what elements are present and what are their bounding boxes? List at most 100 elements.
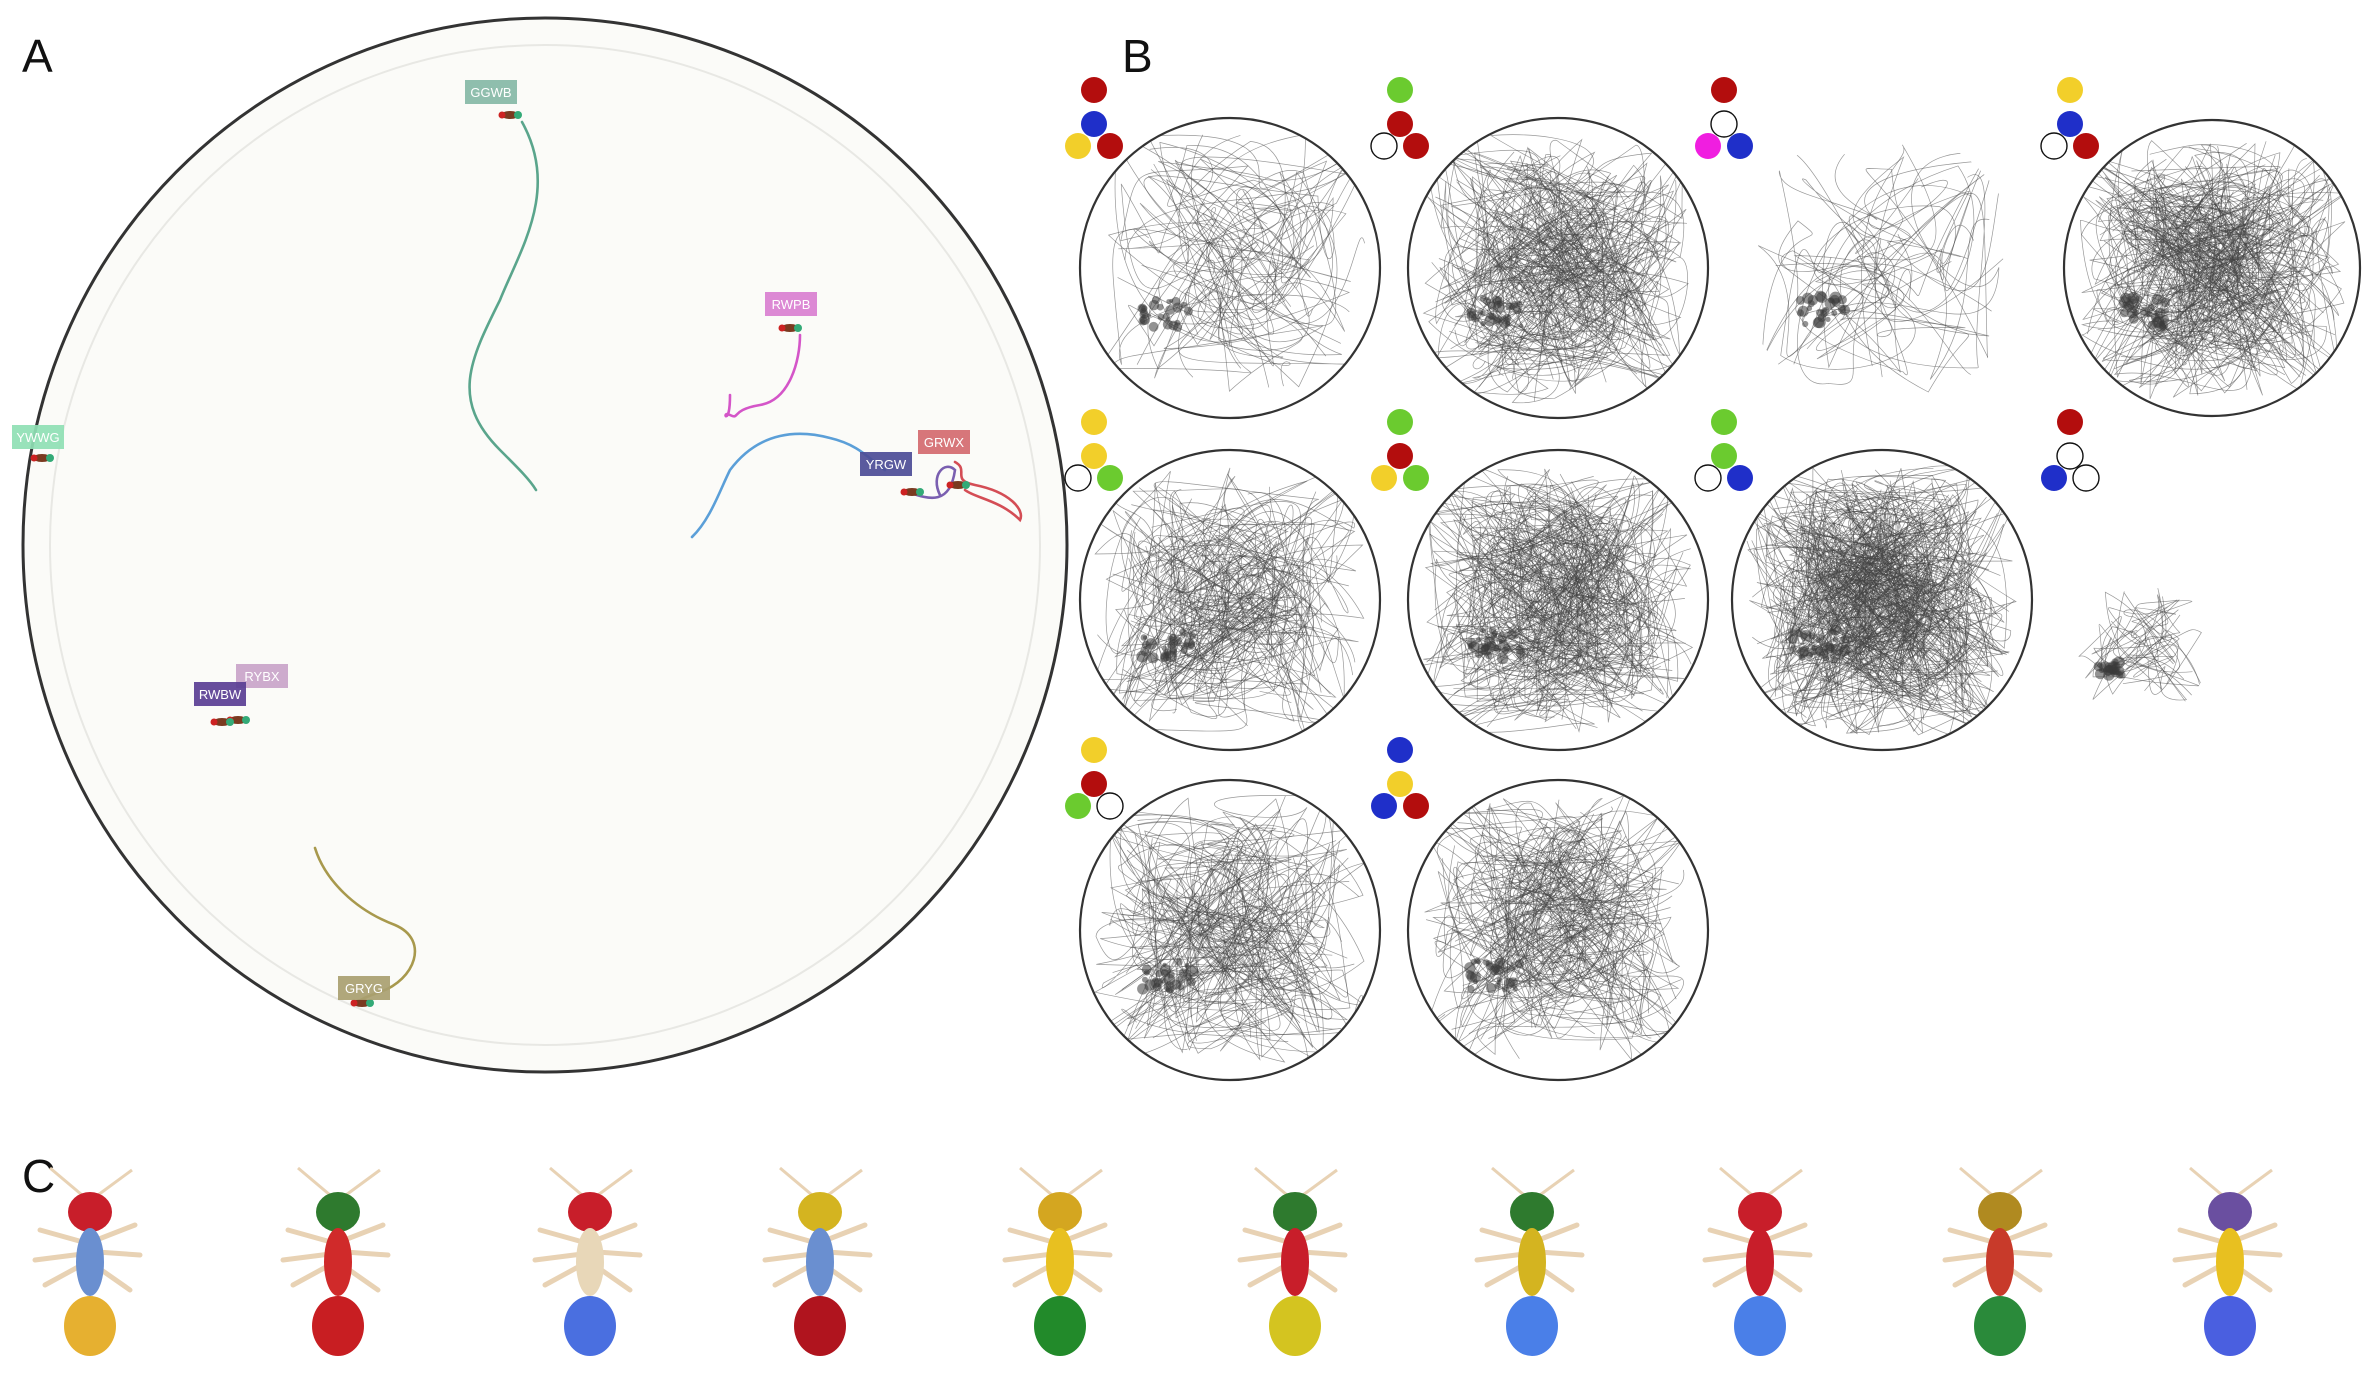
arena-ant: [900, 488, 924, 496]
ant-gaster: [2204, 1296, 2256, 1356]
color-marker: [1064, 464, 1092, 492]
disc-rim: [1078, 116, 1382, 420]
arena-ants: [30, 111, 970, 1007]
ant-gaster: [1506, 1296, 1558, 1356]
arena-tag: YRGW: [860, 452, 912, 476]
color-marker: [2073, 133, 2099, 159]
arena-tracks: [313, 120, 1023, 1004]
track-rwpb: [724, 333, 802, 418]
panel-label-a: A: [22, 30, 53, 82]
arena-ant: [946, 481, 970, 489]
arena-ant: [30, 454, 54, 462]
ant-gaster: [1034, 1296, 1086, 1356]
color-marker: [1096, 792, 1124, 820]
arena-ant: [210, 718, 234, 726]
color-marker: [1387, 737, 1413, 763]
trajectory-panel: [1064, 77, 2362, 1082]
arena-tag-label: GRWX: [924, 435, 965, 450]
arena-tag-label: GRYG: [345, 981, 383, 996]
arena-tag: RWPB: [765, 292, 817, 316]
color-marker: [2057, 77, 2083, 103]
track-yrgw: [906, 465, 957, 499]
ant-crop: [532, 1166, 643, 1356]
arena-tag-label: RYBX: [244, 669, 279, 684]
trajectory-disc: [1406, 778, 1710, 1082]
color-marker: [1370, 132, 1398, 160]
color-marker: [1711, 77, 1737, 103]
color-marker: [1081, 771, 1107, 797]
ant-head: [1978, 1192, 2022, 1232]
track-grwx: [953, 460, 1023, 523]
ant-thorax: [2216, 1228, 2244, 1296]
color-marker: [2057, 111, 2083, 137]
arena-tag: GRWX: [918, 430, 970, 454]
ant-head: [568, 1192, 612, 1232]
color-marker: [1387, 771, 1413, 797]
color-marker: [1387, 77, 1413, 103]
arena-tag-label: RWBW: [199, 687, 242, 702]
ant-thorax: [324, 1228, 352, 1296]
arena-ant: [778, 324, 802, 332]
marker-cluster: [2041, 409, 2100, 492]
marker-cluster: [2040, 77, 2099, 160]
ant-head: [1738, 1192, 1782, 1232]
arena-ant: [498, 111, 522, 119]
panel-label-b: B: [1122, 30, 1153, 82]
arena-tag: GRYG: [338, 976, 390, 1000]
ant-gaster: [312, 1296, 364, 1356]
color-marker: [2056, 442, 2084, 470]
ant-head: [68, 1192, 112, 1232]
trajectory-disc: [1078, 448, 1382, 752]
marker-cluster: [1694, 409, 1753, 492]
ant-head: [1273, 1192, 1317, 1232]
ant-gaster: [564, 1296, 616, 1356]
arena-tag-label: YRGW: [866, 457, 907, 472]
marker-cluster: [1065, 737, 1124, 820]
color-marker: [1403, 793, 1429, 819]
disc-rim: [1406, 778, 1710, 1082]
color-marker: [1081, 443, 1107, 469]
color-marker: [1403, 465, 1429, 491]
disc-rim: [1078, 778, 1382, 1082]
track-blue: [690, 432, 887, 539]
ant-gaster: [1734, 1296, 1786, 1356]
arena-tag: YWWG: [12, 425, 64, 449]
ant-crop: [1237, 1166, 1348, 1356]
color-marker: [1387, 409, 1413, 435]
color-marker: [1081, 409, 1107, 435]
ant-gaster: [64, 1296, 116, 1356]
color-marker: [1727, 465, 1753, 491]
ant-thorax: [1986, 1228, 2014, 1296]
arena-tag-label: RWPB: [772, 297, 811, 312]
arena-tag: GGWB: [465, 80, 517, 104]
ant-crop: [1474, 1166, 1585, 1356]
disc-rim: [1406, 116, 1710, 420]
color-marker: [2040, 132, 2068, 160]
marker-cluster: [1065, 77, 1123, 159]
ant-crop: [1702, 1166, 1813, 1356]
ant-crop: [2172, 1166, 2283, 1356]
disc-rim: [1730, 448, 2034, 752]
color-marker: [1387, 443, 1413, 469]
color-marker: [1081, 737, 1107, 763]
arena-ant: [350, 999, 374, 1007]
trajectory-disc: [2062, 118, 2362, 418]
arena-tag: RWBW: [194, 682, 246, 706]
ant-crop: [1942, 1166, 2053, 1356]
color-marker: [1710, 110, 1738, 138]
ant-gaster: [794, 1296, 846, 1356]
ant-gaster: [1269, 1296, 1321, 1356]
disc-rim: [1078, 448, 1382, 752]
trajectory-disc: [1730, 448, 2034, 752]
color-marker: [1065, 133, 1091, 159]
trajectory-disc: [1078, 116, 1382, 420]
trajectory-disc: [2078, 588, 2204, 709]
color-marker: [1081, 77, 1107, 103]
ant-crop: [1002, 1166, 1113, 1356]
color-marker: [1695, 133, 1721, 159]
color-marker: [1387, 111, 1413, 137]
ant-thorax: [76, 1228, 104, 1296]
